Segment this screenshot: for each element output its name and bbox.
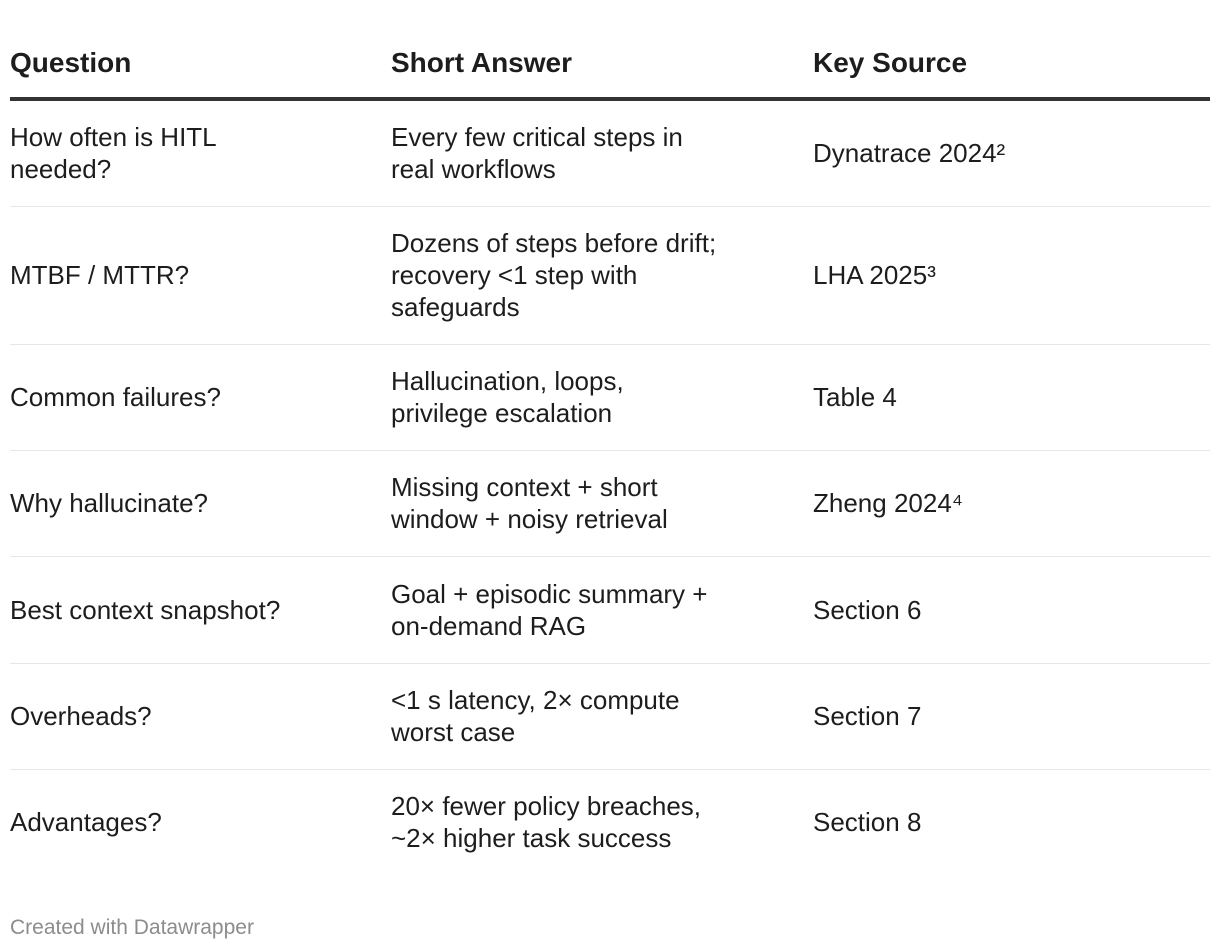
table-row: Overheads? <1 s latency, 2× compute wors… xyxy=(10,663,1210,770)
answer-cell: Hallucination, loops, privilege escalati… xyxy=(391,344,813,451)
source-text: LHA 2025³ xyxy=(813,260,936,290)
column-header-question: Question xyxy=(10,38,391,101)
question-cell: MTBF / MTTR? xyxy=(10,206,391,345)
source-cell: Section 6 xyxy=(813,556,1210,664)
question-cell: Overheads? xyxy=(10,663,391,770)
table-row: Why hallucinate? Missing context + short… xyxy=(10,450,1210,557)
table-row: MTBF / MTTR? Dozens of steps before drif… xyxy=(10,206,1210,345)
answer-text: 20× fewer policy breaches, ~2× higher ta… xyxy=(391,791,702,854)
answer-cell: Goal + episodic summary + on-demand RAG xyxy=(391,556,813,664)
table-header: Question Short Answer Key Source xyxy=(10,38,1210,101)
answer-cell: <1 s latency, 2× compute worst case xyxy=(391,663,813,770)
source-cell: Zheng 2024⁴ xyxy=(813,450,1210,557)
question-cell: Advantages? xyxy=(10,769,391,875)
source-text: Section 6 xyxy=(813,594,922,625)
answer-text: Hallucination, loops, privilege escalati… xyxy=(391,366,624,428)
table-row: Advantages? 20× fewer policy breaches, ~… xyxy=(10,769,1210,875)
question-text: How often is HITL needed? xyxy=(10,122,216,185)
question-cell: Common failures? xyxy=(10,344,391,451)
data-table-container: Question Short Answer Key Source How oft… xyxy=(10,38,1210,875)
source-cell: Section 8 xyxy=(813,769,1210,875)
data-table: Question Short Answer Key Source How oft… xyxy=(10,38,1210,875)
source-text: Table 4 xyxy=(813,382,897,412)
source-cell: Section 7 xyxy=(813,663,1210,770)
source-cell: Table 4 xyxy=(813,344,1210,451)
answer-cell: Missing context + short window + noisy r… xyxy=(391,450,813,557)
question-text: Advantages? xyxy=(10,807,162,838)
answer-cell: 20× fewer policy breaches, ~2× higher ta… xyxy=(391,769,813,875)
question-text: Common failures? xyxy=(10,382,221,412)
source-text: Section 8 xyxy=(813,807,922,838)
answer-text: <1 s latency, 2× compute worst case xyxy=(391,685,680,747)
column-header-key-source: Key Source xyxy=(813,38,1210,101)
answer-text: Dozens of steps before drift; recovery <… xyxy=(391,228,717,322)
source-text: Zheng 2024⁴ xyxy=(813,488,963,518)
table-row: Best context snapshot? Goal + episodic s… xyxy=(10,556,1210,664)
datawrapper-credit: Created with Datawrapper xyxy=(10,916,254,939)
answer-cell: Dozens of steps before drift; recovery <… xyxy=(391,206,813,345)
source-cell: LHA 2025³ xyxy=(813,206,1210,345)
question-cell: Best context snapshot? xyxy=(10,556,391,664)
header-row: Question Short Answer Key Source xyxy=(10,38,1210,101)
answer-text: Missing context + short window + noisy r… xyxy=(391,472,668,534)
question-text: Why hallucinate? xyxy=(10,488,208,518)
question-text: Overheads? xyxy=(10,701,152,731)
source-cell: Dynatrace 2024² xyxy=(813,99,1210,207)
source-text: Section 7 xyxy=(813,701,922,731)
answer-text: Every few critical steps in real workflo… xyxy=(391,122,683,185)
question-cell: How often is HITL needed? xyxy=(10,99,391,207)
table-row: How often is HITL needed? Every few crit… xyxy=(10,99,1210,207)
answer-cell: Every few critical steps in real workflo… xyxy=(391,99,813,207)
question-cell: Why hallucinate? xyxy=(10,450,391,557)
question-text: Best context snapshot? xyxy=(10,594,281,625)
question-text: MTBF / MTTR? xyxy=(10,260,190,290)
answer-text: Goal + episodic summary + on-demand RAG xyxy=(391,578,708,641)
column-header-short-answer: Short Answer xyxy=(391,38,813,101)
source-text: Dynatrace 2024² xyxy=(813,138,1006,169)
table-row: Common failures? Hallucination, loops, p… xyxy=(10,344,1210,451)
table-body: How often is HITL needed? Every few crit… xyxy=(10,99,1210,875)
